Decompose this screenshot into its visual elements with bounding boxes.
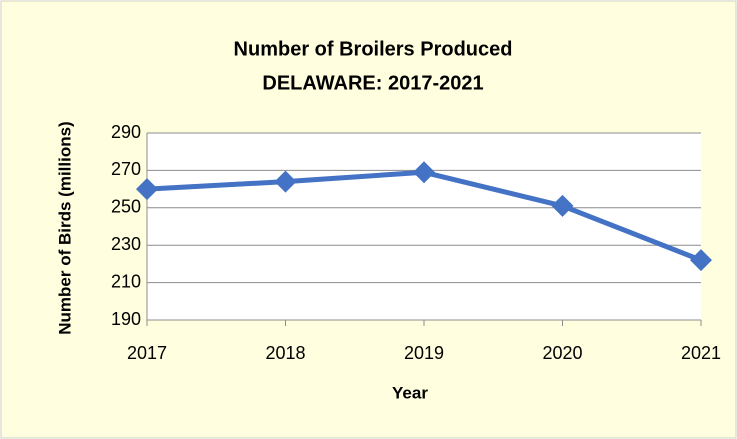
y-tick-label: 290 bbox=[111, 122, 141, 142]
x-axis-label: Year bbox=[392, 383, 428, 402]
data-point bbox=[690, 249, 712, 272]
data-point bbox=[413, 161, 435, 184]
chart-title: Number of Broilers Produced bbox=[234, 38, 513, 60]
y-tick-label: 210 bbox=[111, 271, 141, 291]
x-tick-label: 2021 bbox=[681, 343, 721, 363]
data-point bbox=[274, 170, 297, 193]
y-axis-label: Number of Birds (millions) bbox=[55, 121, 74, 334]
x-tick-label: 2018 bbox=[265, 343, 305, 363]
y-tick-label: 270 bbox=[111, 159, 141, 179]
y-tick-label: 190 bbox=[111, 309, 141, 329]
y-tick-label: 230 bbox=[111, 234, 141, 254]
data-point bbox=[136, 178, 158, 201]
chart-subtitle: DELAWARE: 2017-2021 bbox=[262, 72, 483, 94]
data-point bbox=[551, 194, 574, 217]
x-tick-label: 2017 bbox=[127, 343, 167, 363]
y-tick-label: 250 bbox=[111, 197, 141, 217]
x-tick-label: 2020 bbox=[542, 343, 582, 363]
x-tick-label: 2019 bbox=[404, 343, 444, 363]
